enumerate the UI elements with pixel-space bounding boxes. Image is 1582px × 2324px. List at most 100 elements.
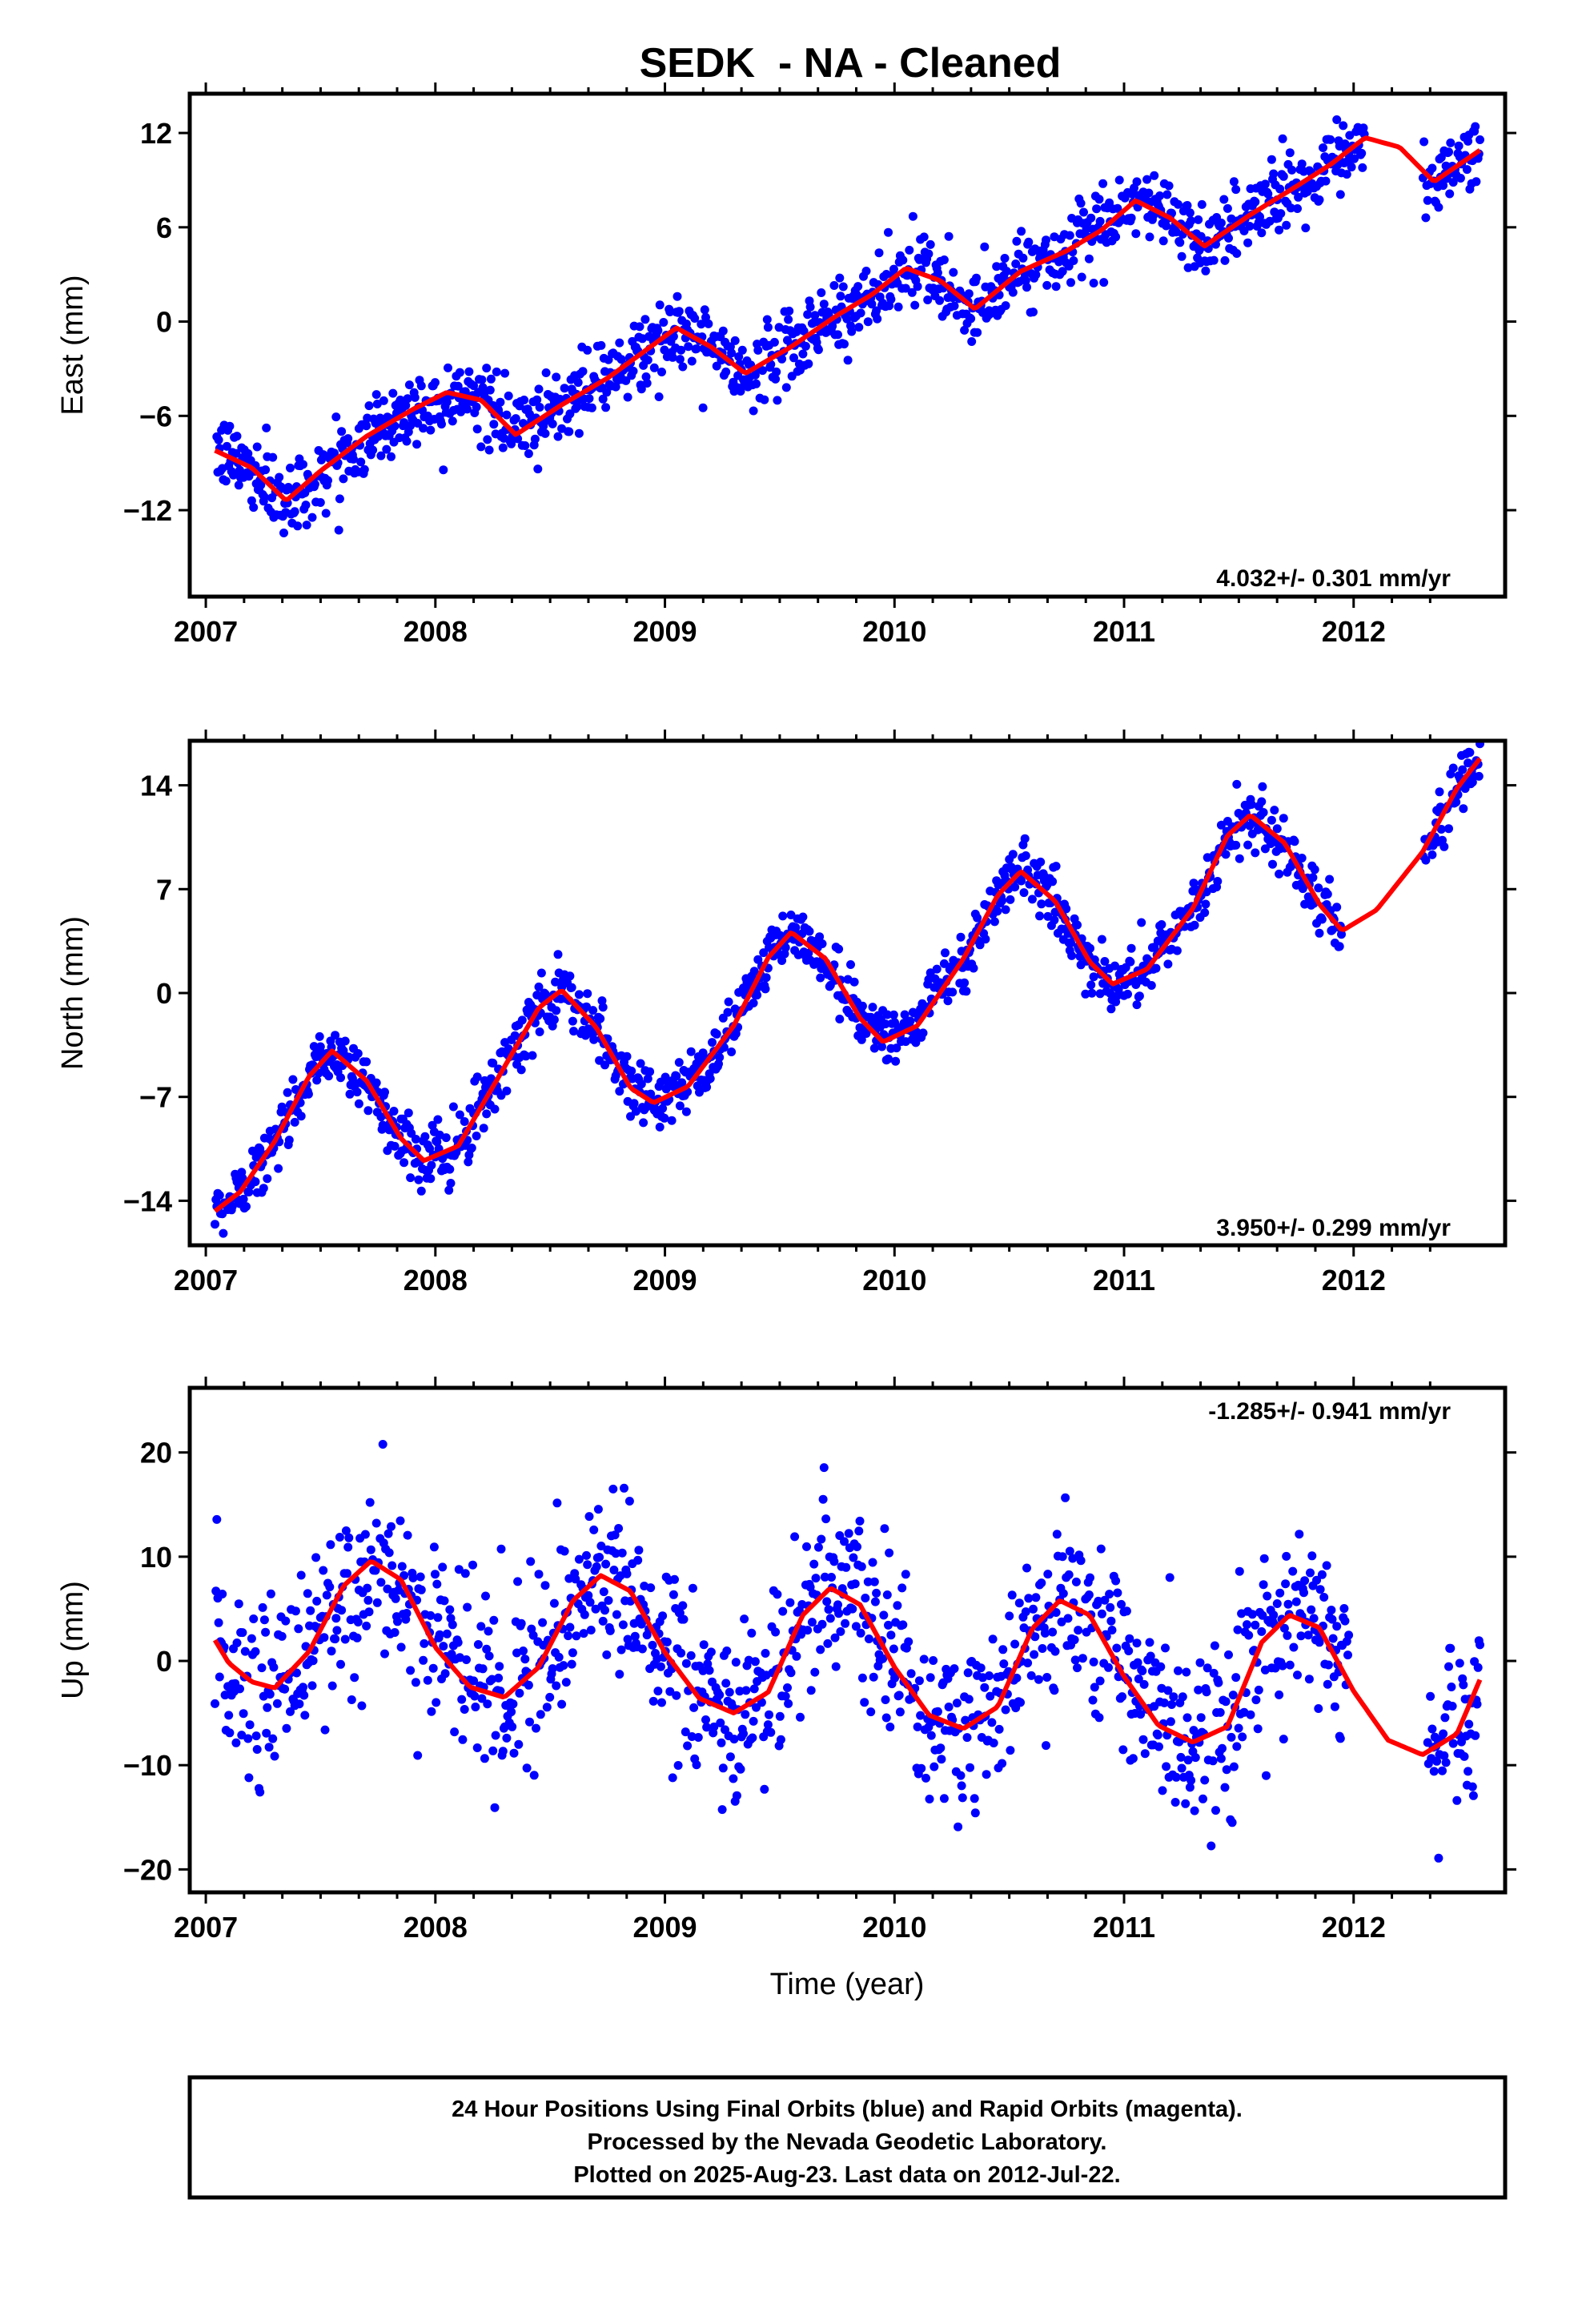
north-data-point [1001, 905, 1010, 915]
up-data-point [729, 1735, 739, 1744]
east-data-point [520, 441, 530, 450]
up-data-point [725, 1687, 734, 1697]
up-data-point [514, 1739, 524, 1749]
up-data-point [583, 1560, 592, 1570]
up-data-point [1063, 1614, 1073, 1623]
up-data-point [819, 1463, 829, 1473]
north-data-point [362, 1057, 371, 1067]
up-data-point [1211, 1806, 1220, 1815]
up-data-point [343, 1542, 353, 1552]
up-data-point [1132, 1638, 1142, 1648]
up-data-point [237, 1731, 247, 1740]
east-axes: 2007 2008 2009 2010 2011 2012 12 6 0 −6 −12 [123, 82, 1516, 648]
up-data-point [378, 1440, 387, 1449]
up-data-point [722, 1647, 732, 1655]
up-data-point [1207, 1841, 1216, 1851]
up-data-point [592, 1562, 601, 1571]
east-data-point [655, 300, 665, 310]
up-data-point [1118, 1692, 1127, 1702]
north-data-point [749, 999, 758, 1007]
up-data-point [508, 1722, 517, 1731]
east-data-point [541, 368, 551, 377]
east-data-point [1131, 229, 1141, 239]
up-data-point [1029, 1604, 1038, 1614]
north-data-point [1037, 899, 1046, 909]
north-data-point [817, 939, 827, 948]
east-data-point [867, 300, 877, 309]
east-data-point [343, 434, 353, 444]
up-data-point [670, 1574, 679, 1584]
north-data-point [816, 973, 825, 983]
north-data-point [705, 1074, 715, 1084]
north-data-point [242, 1202, 251, 1212]
east-data-point [1347, 163, 1356, 172]
east-data-point [315, 498, 325, 507]
up-data-point [1471, 1731, 1480, 1740]
up-data-point [371, 1518, 381, 1528]
north-data-point [1458, 765, 1468, 774]
east-data-point [1219, 195, 1229, 204]
north-data-point [376, 1112, 386, 1122]
up-data-point [648, 1696, 658, 1706]
up-data-point [1199, 1794, 1207, 1803]
north-data-point [516, 1065, 526, 1075]
up-data-point [885, 1723, 895, 1731]
north-data-point [1062, 904, 1071, 914]
up-data-point [545, 1692, 555, 1702]
up-data-point [396, 1642, 406, 1652]
up-data-point [393, 1617, 402, 1626]
up-data-point [235, 1684, 244, 1694]
east-data-point [1209, 255, 1219, 265]
north-data-point [446, 1179, 456, 1188]
up-data-point [813, 1542, 823, 1552]
north-data-point [1444, 824, 1453, 834]
east-data-point [628, 366, 638, 376]
east-data-point [1220, 255, 1230, 265]
up-data-point [403, 1530, 412, 1540]
east-data-point [602, 388, 612, 397]
up-data-point [1166, 1717, 1175, 1727]
north-data-point [263, 1174, 272, 1184]
up-data-point [299, 1683, 307, 1692]
up-data-point [709, 1722, 719, 1731]
up-data-point [498, 1747, 508, 1756]
up-data-point [251, 1647, 260, 1656]
east-data-point [1065, 231, 1074, 240]
east-data-point [1194, 215, 1203, 224]
x-tick-label: 2011 [1093, 615, 1155, 648]
north-data-point [1081, 989, 1090, 999]
east-data-point [665, 308, 675, 316]
up-data-point [926, 1673, 935, 1683]
up-data-point [1323, 1660, 1333, 1670]
east-data-point [1345, 131, 1355, 140]
east-data-point [1155, 191, 1165, 200]
up-data-point [1335, 1734, 1345, 1743]
east-data-point [533, 464, 543, 474]
north-data-point [627, 1066, 636, 1076]
up-data-point [1339, 1604, 1349, 1613]
up-data-point [1100, 1595, 1110, 1605]
east-data-point [737, 345, 747, 355]
east-data-point [933, 268, 942, 278]
east-data-point [692, 344, 701, 353]
x-tick-label: 2007 [174, 1911, 238, 1944]
north-data-point [460, 1117, 469, 1126]
east-data-point [1263, 189, 1273, 199]
east-data-point [476, 442, 486, 452]
up-data-point [1122, 1606, 1131, 1616]
up-data-point [748, 1733, 757, 1743]
up-data-point [1288, 1566, 1298, 1576]
up-data-point [608, 1484, 618, 1494]
up-data-point [1088, 1695, 1098, 1705]
north-data-point [708, 1038, 717, 1047]
north-data-point [1436, 825, 1446, 834]
up-data-point [775, 1711, 785, 1721]
up-data-point [829, 1557, 839, 1566]
up-data-point [1328, 1634, 1338, 1643]
north-data-point [596, 1014, 605, 1023]
up-data-point [1473, 1663, 1483, 1672]
east-data-point [1012, 236, 1022, 246]
east-data-point [486, 374, 496, 384]
up-data-point [520, 1655, 530, 1664]
